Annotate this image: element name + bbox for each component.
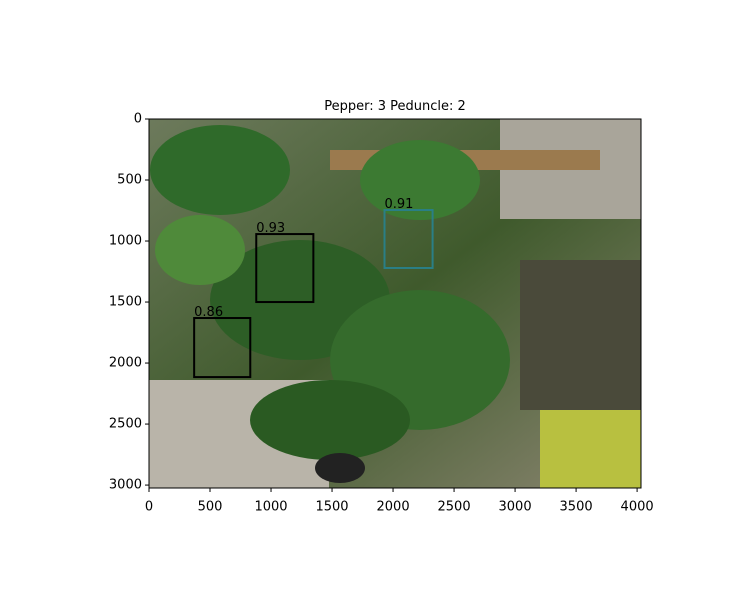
y-tick-label: 1000 [109, 234, 142, 249]
box-score: 0.91 [385, 197, 414, 212]
x-tick-label: 2500 [438, 500, 471, 515]
y-tick-label: 0 [134, 112, 142, 127]
x-tick-label: 1000 [254, 500, 287, 515]
y-tick-label: 2000 [109, 356, 142, 371]
chart-title: Pepper: 3 Peduncle: 2 [324, 99, 466, 114]
y-tick-label: 1500 [109, 295, 142, 310]
bounding-box [255, 233, 315, 304]
x-tick-label: 2000 [377, 500, 410, 515]
x-tick-label: 3500 [560, 500, 593, 515]
x-tick-label: 0 [145, 500, 153, 515]
box-score: 0.86 [194, 305, 223, 320]
bounding-box [383, 209, 434, 269]
photo [149, 119, 641, 488]
x-tick-label: 4000 [621, 500, 654, 515]
axes-frame [148, 118, 642, 489]
y-tick-label: 500 [117, 173, 142, 188]
bounding-box [193, 317, 252, 379]
x-tick-label: 1500 [315, 500, 348, 515]
x-tick-label: 3000 [499, 500, 532, 515]
y-tick-label: 2500 [109, 417, 142, 432]
y-tick-label: 3000 [109, 478, 142, 493]
x-tick-label: 500 [198, 500, 223, 515]
box-score: 0.93 [256, 221, 285, 236]
